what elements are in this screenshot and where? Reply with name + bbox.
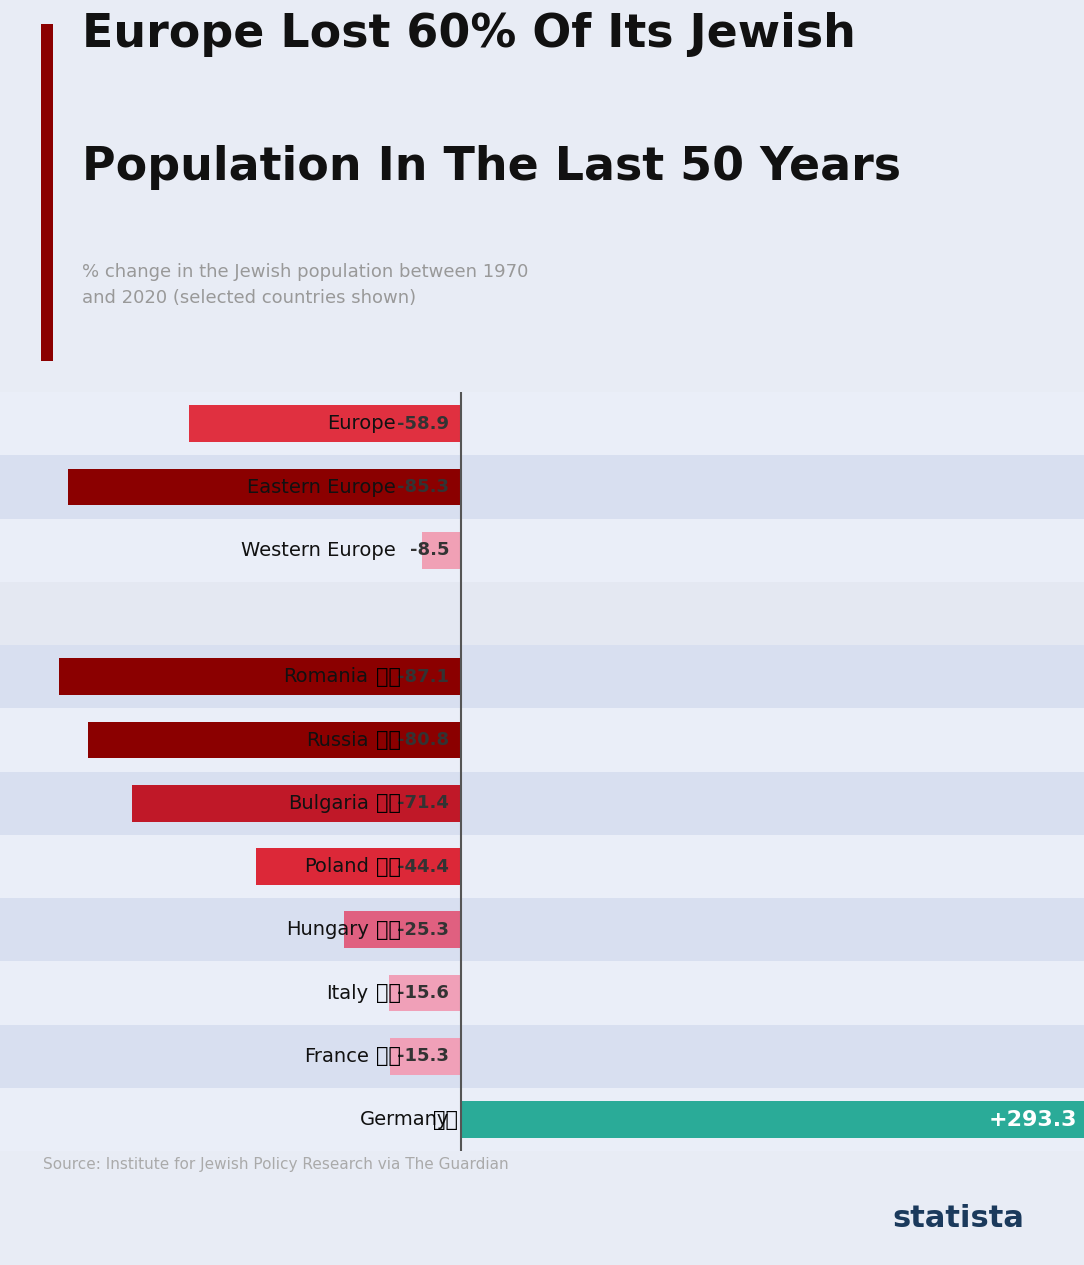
Text: Europe Lost 60% Of Its Jewish: Europe Lost 60% Of Its Jewish — [82, 11, 856, 57]
Text: Population In The Last 50 Years: Population In The Last 50 Years — [82, 145, 902, 190]
Text: -85.3: -85.3 — [397, 478, 449, 496]
Bar — [0, 519, 1084, 582]
Bar — [390, 1037, 461, 1075]
Text: 🇮🇹: 🇮🇹 — [376, 983, 401, 1003]
Text: Poland: Poland — [304, 856, 369, 877]
Bar — [0, 1025, 1084, 1088]
Bar — [0, 898, 1084, 961]
Bar — [60, 659, 461, 696]
Text: -15.3: -15.3 — [398, 1047, 449, 1065]
Bar — [67, 469, 461, 506]
Bar — [0, 455, 1084, 519]
Bar — [0, 645, 1084, 708]
Bar — [344, 911, 461, 949]
Text: Italy: Italy — [326, 983, 369, 1003]
Bar — [0, 835, 1084, 898]
Text: statista: statista — [892, 1204, 1024, 1233]
Bar — [0, 1088, 1084, 1151]
Text: +293.3: +293.3 — [989, 1109, 1077, 1130]
Text: 🇩🇪: 🇩🇪 — [434, 1109, 459, 1130]
Text: Western Europe: Western Europe — [242, 540, 397, 560]
Bar — [461, 1101, 1084, 1138]
Text: Russia: Russia — [306, 730, 369, 750]
Bar — [190, 406, 461, 443]
Text: -44.4: -44.4 — [398, 858, 449, 875]
Text: Source: Institute for Jewish Policy Research via The Guardian: Source: Institute for Jewish Policy Rese… — [43, 1157, 509, 1173]
Bar — [0, 392, 1084, 455]
Text: Hungary: Hungary — [286, 920, 369, 940]
Text: Eastern Europe: Eastern Europe — [247, 477, 397, 497]
Text: 🇵🇱: 🇵🇱 — [376, 856, 401, 877]
Text: -25.3: -25.3 — [398, 921, 449, 939]
Bar — [41, 24, 53, 361]
Text: -80.8: -80.8 — [397, 731, 449, 749]
Text: % change in the Jewish population between 1970
and 2020 (selected countries show: % change in the Jewish population betwee… — [82, 263, 529, 307]
Text: Bulgaria: Bulgaria — [287, 793, 369, 813]
Text: Europe: Europe — [327, 414, 397, 434]
Bar — [389, 975, 461, 1012]
Text: -58.9: -58.9 — [397, 415, 449, 433]
Text: -87.1: -87.1 — [397, 668, 449, 686]
Bar — [132, 784, 461, 822]
Text: 🇭🇺: 🇭🇺 — [376, 920, 401, 940]
Bar — [0, 772, 1084, 835]
Bar — [256, 849, 461, 886]
Text: France: France — [304, 1046, 369, 1066]
Text: -71.4: -71.4 — [398, 794, 449, 812]
Text: 🇷🇴: 🇷🇴 — [376, 667, 401, 687]
Bar — [89, 722, 461, 759]
Text: -15.6: -15.6 — [398, 984, 449, 1002]
Text: Romania: Romania — [284, 667, 369, 687]
Text: 🇧🇬: 🇧🇬 — [376, 793, 401, 813]
Text: 🇫🇷: 🇫🇷 — [376, 1046, 401, 1066]
Bar — [422, 533, 461, 569]
Text: -8.5: -8.5 — [410, 541, 449, 559]
Bar — [0, 961, 1084, 1025]
Bar — [0, 708, 1084, 772]
Bar — [0, 582, 1084, 645]
Text: Germany: Germany — [360, 1109, 449, 1130]
Text: 🇷🇺: 🇷🇺 — [376, 730, 401, 750]
